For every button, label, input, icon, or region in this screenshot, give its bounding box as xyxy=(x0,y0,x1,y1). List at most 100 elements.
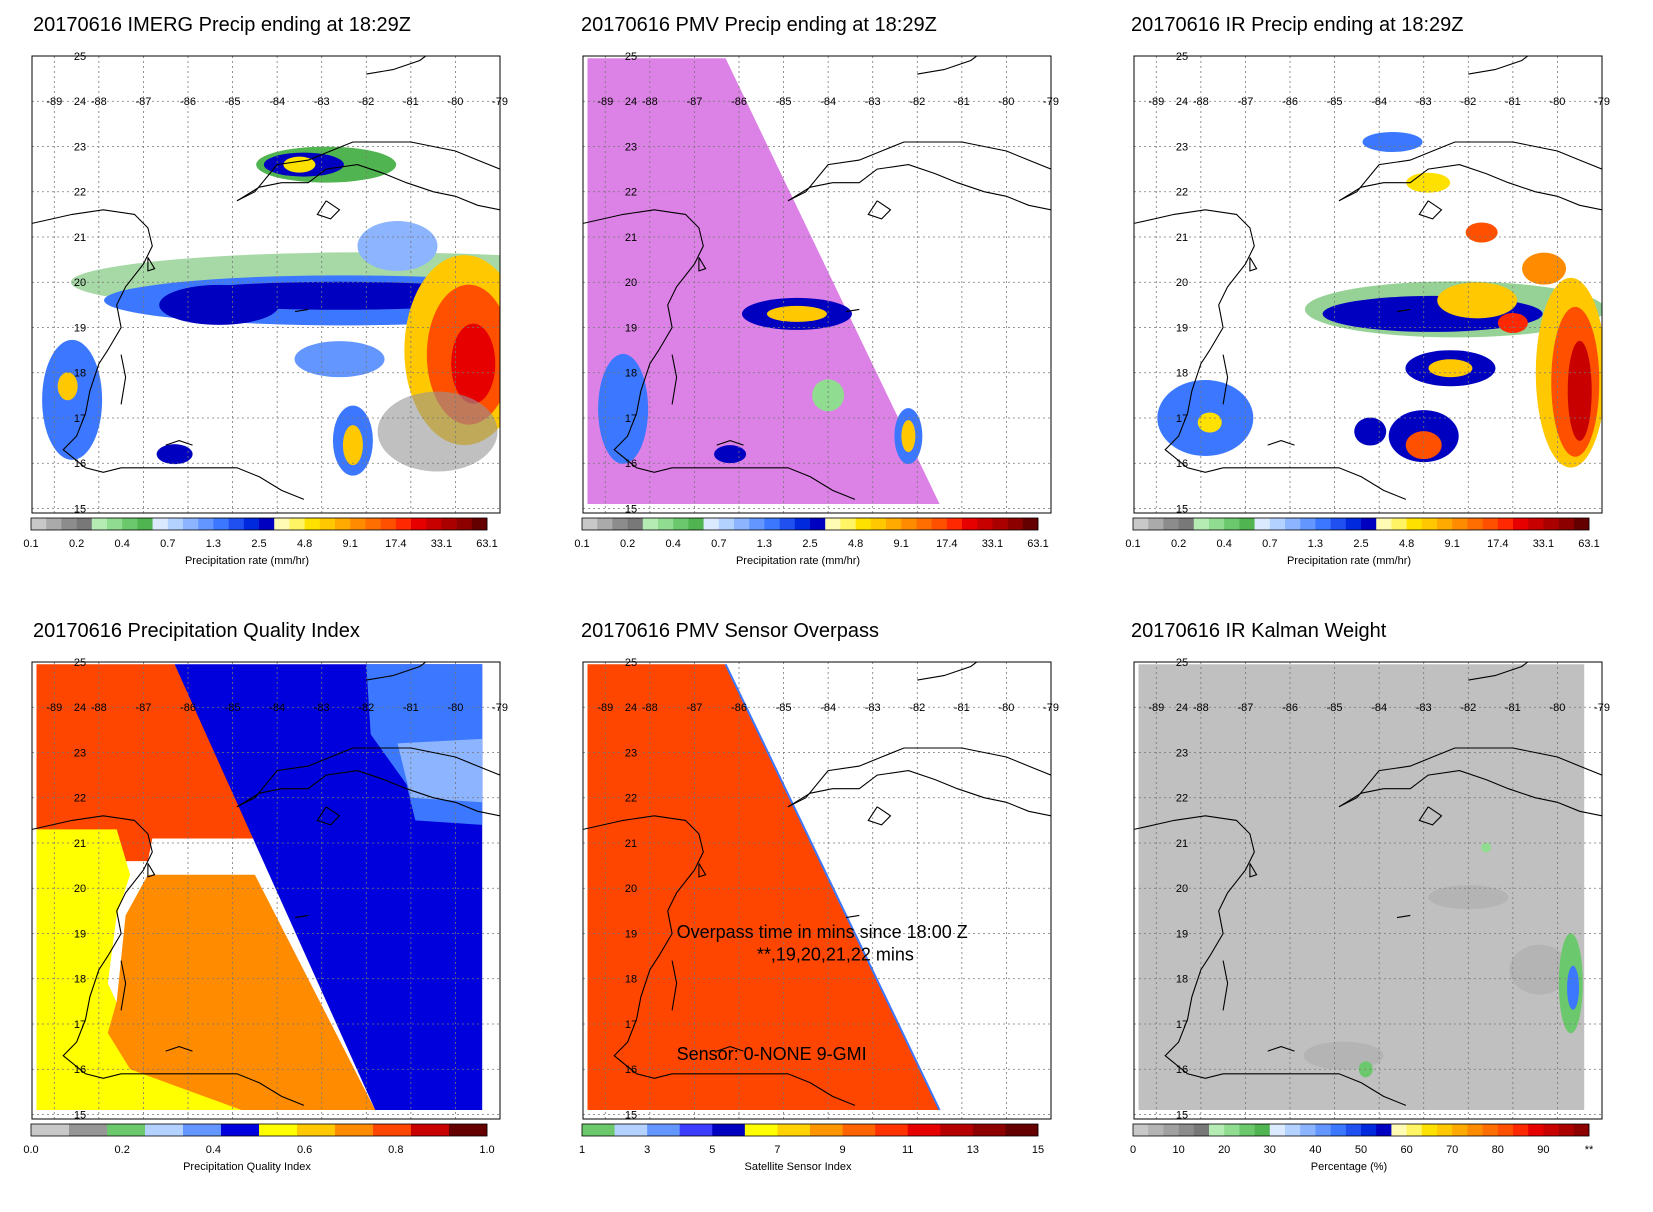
lat-label: 22 xyxy=(1176,793,1188,805)
lon-label: -83 xyxy=(314,702,330,714)
plot-frame xyxy=(31,55,501,514)
lon-label: -83 xyxy=(1416,702,1432,714)
colorbar-tick-label: 33.1 xyxy=(1533,538,1554,550)
colorbar-swatch xyxy=(1193,1124,1210,1136)
panel-imerg: 20170616 IMERG Precip ending at 18:29Z 1… xyxy=(0,0,551,606)
colorbar-tick-label: 30 xyxy=(1264,1144,1276,1156)
colorbar-swatch xyxy=(972,1124,1006,1136)
lat-label: 22 xyxy=(74,793,86,805)
colorbar-swatch xyxy=(1452,518,1468,530)
coastline-segment xyxy=(1134,209,1407,500)
colorbar-swatch xyxy=(582,1124,615,1136)
lat-label: 20 xyxy=(1176,883,1188,895)
colorbar-swatch xyxy=(456,518,473,530)
colorbar-swatch xyxy=(1345,518,1362,530)
colorbar-tick-label: 17.4 xyxy=(936,538,957,550)
panel-pqi: 20170616 Precipitation Quality Index 15 1… xyxy=(0,606,551,1212)
colorbar-swatch xyxy=(228,518,245,530)
lat-label: 20 xyxy=(74,277,86,289)
lon-label: -80 xyxy=(447,702,463,714)
lat-label: 18 xyxy=(1176,974,1188,986)
precip-area xyxy=(1437,282,1518,319)
colorbar-swatch xyxy=(842,1124,876,1136)
colorbar-tick-label: 0.7 xyxy=(160,538,175,550)
precip-area xyxy=(159,284,280,325)
colorbar-swatch xyxy=(411,1124,450,1136)
colorbar-tick-label: 1.3 xyxy=(757,538,772,550)
panel-overpass: 20170616 PMV Sensor Overpass 15 16 17 18 19 2… xyxy=(551,606,1102,1212)
lon-label: -84 xyxy=(820,702,836,714)
lon-label: -80 xyxy=(998,702,1014,714)
colorbar-frame xyxy=(30,517,488,531)
plot-frame xyxy=(1133,55,1603,514)
colorbar-swatch xyxy=(1254,1124,1271,1136)
lat-label: 17 xyxy=(1176,413,1188,425)
colorbar-swatch xyxy=(61,518,77,530)
lat-label: 23 xyxy=(625,747,637,759)
colorbar-tick-label: 0.1 xyxy=(574,538,589,550)
precip-area xyxy=(812,379,845,412)
colorbar-tick-label: 9.1 xyxy=(1445,538,1460,550)
colorbar-swatch xyxy=(1558,518,1575,530)
colorbar-swatch xyxy=(977,518,993,530)
colorbar-swatch xyxy=(471,518,488,530)
colorbar-swatch xyxy=(940,1124,974,1136)
lon-label: -82 xyxy=(358,96,374,108)
colorbar: 0.1 0.2 0.4 0.7 1.3 2.5 4.8 9.1 17.4 33.1 63.1 Prec… xyxy=(1125,517,1600,567)
coastline xyxy=(583,662,1051,1106)
precip-area xyxy=(1509,944,1570,995)
colorbar-swatch xyxy=(712,1124,746,1136)
lon-label: -81 xyxy=(403,96,419,108)
colorbar-swatch xyxy=(1528,1124,1544,1136)
colorbar-swatch xyxy=(825,518,841,530)
lat-label: 23 xyxy=(74,747,86,759)
lat-label: 15 xyxy=(1176,503,1188,515)
coastline-segment xyxy=(1134,815,1407,1106)
coastline-segment xyxy=(1338,164,1602,211)
lat-label: 17 xyxy=(1176,1019,1188,1031)
colorbar-swatch xyxy=(1269,1124,1286,1136)
colorbar-tick-label: 17.4 xyxy=(1487,538,1508,550)
colorbar-swatch xyxy=(304,518,321,530)
coastline-segment xyxy=(165,1046,193,1052)
precip-area xyxy=(294,341,385,378)
colorbar-swatch xyxy=(274,518,290,530)
colorbar: 0.1 0.2 0.4 0.7 1.3 2.5 4.8 9.1 17.4 33.1 63.1 Prec… xyxy=(23,517,498,567)
plot-frame xyxy=(582,55,1052,514)
panel-title: 20170616 PMV Precip ending at 18:29Z xyxy=(581,14,937,36)
lon-label: -79 xyxy=(1594,96,1610,108)
colorbar-swatch xyxy=(1269,518,1286,530)
lon-label: -86 xyxy=(180,702,196,714)
colorbar-swatch xyxy=(31,1124,70,1136)
lon-label: -89 xyxy=(597,702,613,714)
precip-area xyxy=(714,445,747,464)
gridlines xyxy=(32,55,501,513)
colorbar-swatch xyxy=(1315,518,1331,530)
colorbar-tick-label: 4.8 xyxy=(297,538,312,550)
map-imerg: 15 16 17 18 19 20 21 22 23 24 25 -89 -88 -87 -86 -85 -84… xyxy=(23,51,508,567)
overpass-minutes: **,19,20,21,22 mins xyxy=(757,945,914,965)
lon-label: -87 xyxy=(1237,702,1253,714)
coastline-segment xyxy=(316,806,341,826)
colorbar-tick-label: 40 xyxy=(1309,1144,1321,1156)
lon-label: -85 xyxy=(776,96,792,108)
lon-label: -86 xyxy=(731,96,747,108)
coastline-segment xyxy=(1418,806,1443,826)
colorbar-swatch xyxy=(1148,518,1164,530)
lon-label: -88 xyxy=(1193,702,1209,714)
colorbar-tick-label: 13 xyxy=(967,1144,979,1156)
colorbar-tick-label: 0.2 xyxy=(69,538,84,550)
colorbar-tick-label: 11 xyxy=(902,1144,913,1156)
coastline-segment xyxy=(1338,770,1602,817)
colorbar-swatch xyxy=(916,518,932,530)
colorbar-swatch xyxy=(1224,518,1240,530)
colorbar-tick-label: 10 xyxy=(1172,1144,1184,1156)
weight-field xyxy=(1138,664,1585,1110)
colorbar: 0.1 0.2 0.4 0.7 1.3 2.5 4.8 9.1 17.4 33.1 63.1 Prec… xyxy=(574,517,1049,567)
colorbar-swatch xyxy=(411,518,427,530)
lat-label: 18 xyxy=(74,974,86,986)
colorbar-swatch xyxy=(221,1124,260,1136)
colorbar-tick-label: 9.1 xyxy=(343,538,358,550)
colorbar-swatch xyxy=(1133,518,1149,530)
colorbar-swatch xyxy=(1437,1124,1453,1136)
